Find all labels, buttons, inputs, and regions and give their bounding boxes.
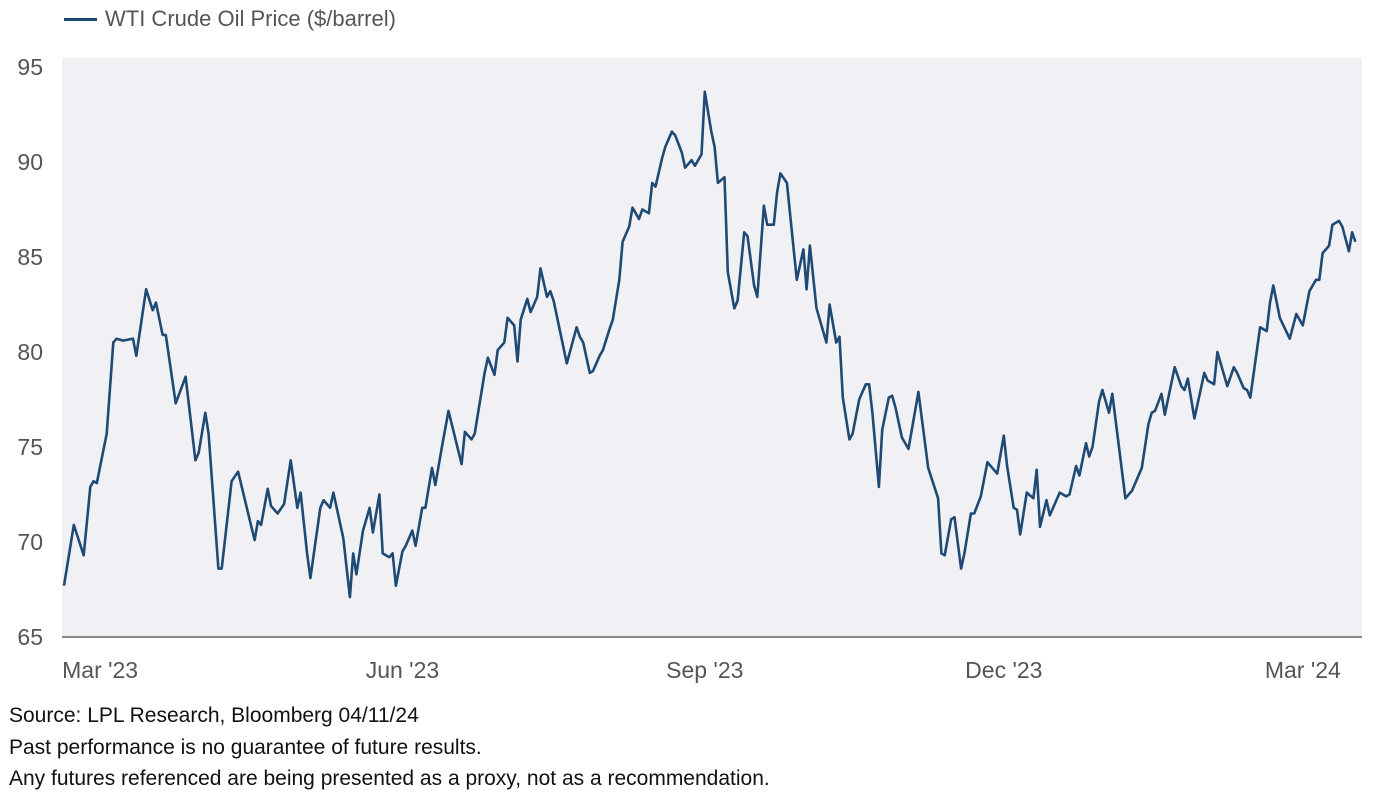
y-tick-label: 75 [17,434,43,460]
y-tick-label: 85 [17,244,43,270]
x-tick-label: Mar '23 [62,657,138,683]
legend-swatch [64,17,97,21]
plot-area [62,58,1362,637]
x-tick-label: Dec '23 [965,657,1042,683]
y-tick-label: 70 [17,529,43,555]
source-note: Source: LPL Research, Bloomberg 04/11/24 [9,704,419,727]
y-tick-label: 95 [17,54,43,80]
series-line-wti [62,90,1357,599]
disclaimer-futures: Any futures referenced are being present… [9,767,770,790]
y-tick-label: 80 [17,339,43,365]
x-tick-label: Mar '24 [1265,657,1341,683]
legend-label: WTI Crude Oil Price ($/barrel) [105,6,396,31]
disclaimer-performance: Past performance is no guarantee of futu… [9,735,482,759]
footnotes: Source: LPL Research, Bloomberg 04/11/24… [9,700,770,795]
y-tick-label: 90 [17,149,43,175]
line-chart: 95 90 85 80 75 70 65 Mar '23 Jun '23 Sep '23 Dec … [17,54,1362,683]
legend: WTI Crude Oil Price ($/barrel) [64,6,396,32]
y-tick-label: 65 [17,624,43,650]
x-tick-label: Jun '23 [366,657,439,683]
x-tick-label: Sep '23 [666,657,743,683]
